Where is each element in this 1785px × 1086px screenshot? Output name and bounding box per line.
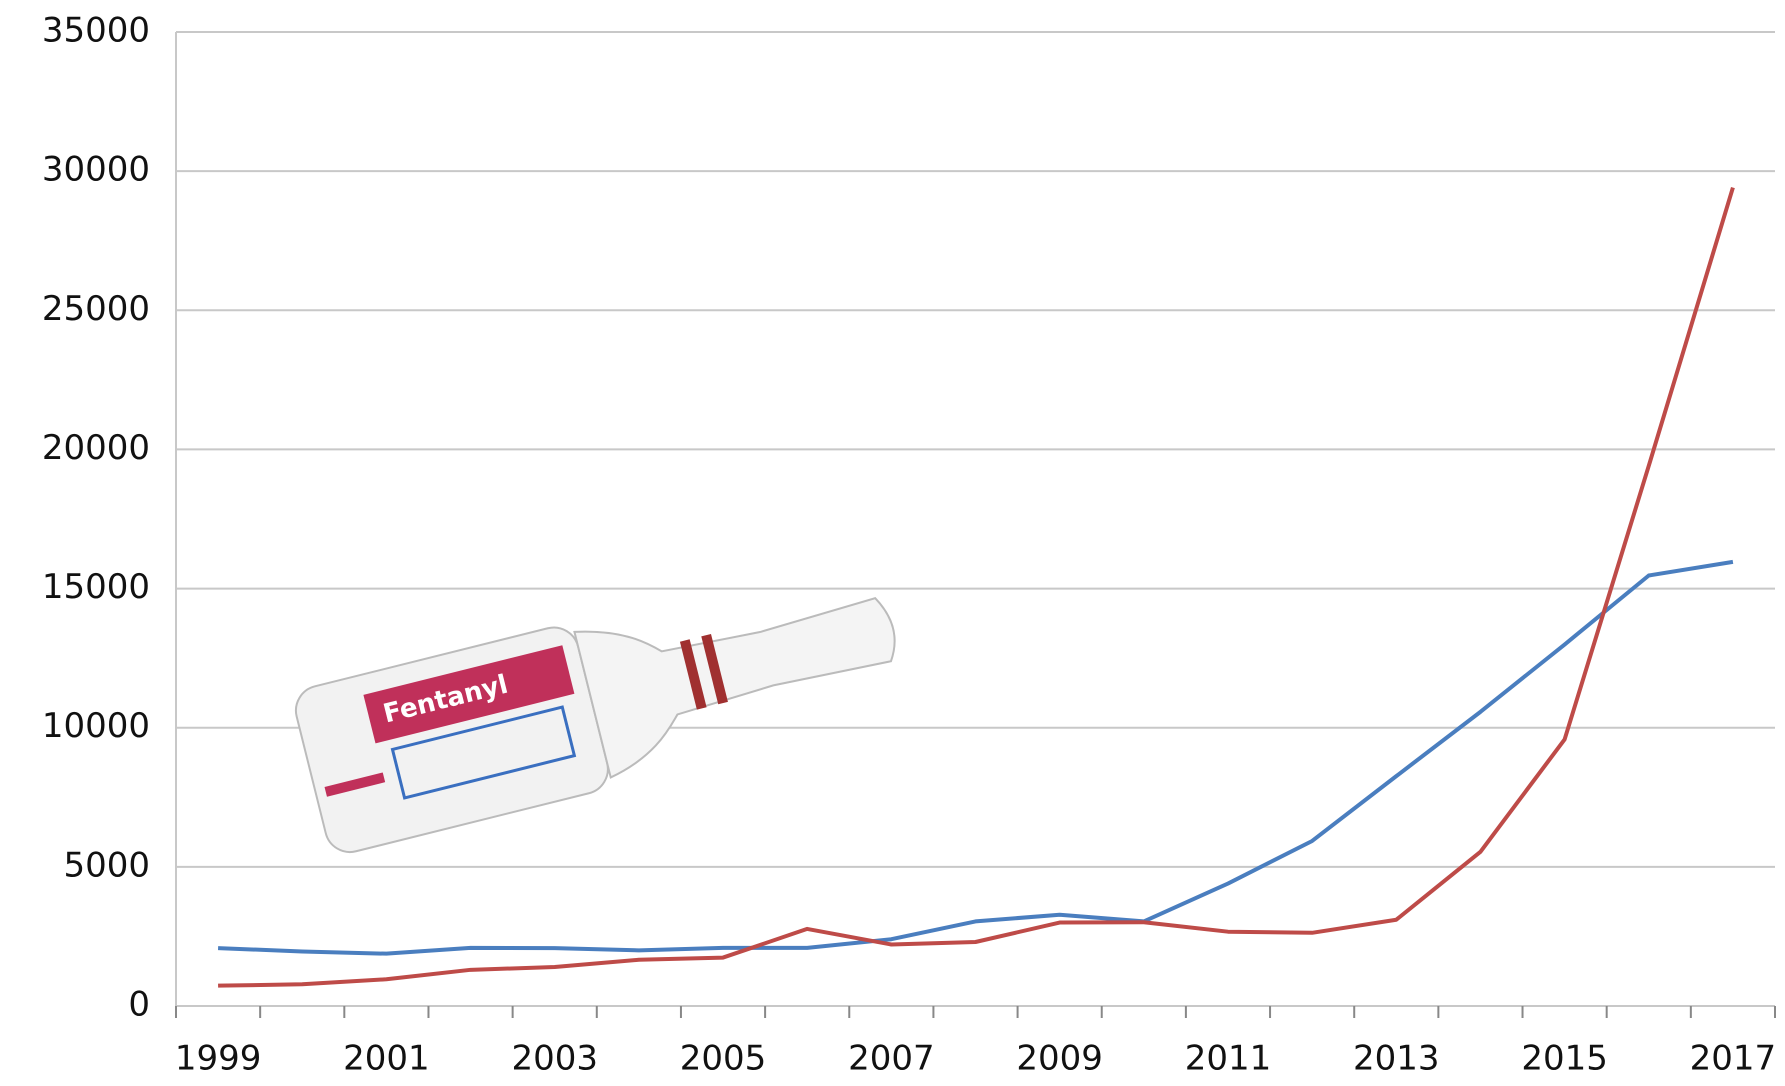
x-tick-label: 2013 — [1353, 1039, 1440, 1079]
vial-illustration: Fentanyl — [294, 597, 896, 854]
x-tick-label: 2009 — [1016, 1039, 1103, 1079]
x-tick-label: 2003 — [511, 1039, 598, 1079]
y-tick-label: 0 — [128, 985, 150, 1025]
x-tick-label: 2015 — [1521, 1039, 1608, 1079]
y-tick-label: 15000 — [42, 567, 150, 607]
x-tick-label: 2011 — [1185, 1039, 1272, 1079]
y-tick-label: 30000 — [42, 150, 150, 190]
y-tick-label: 25000 — [42, 289, 150, 329]
x-tick-label: 2005 — [680, 1039, 767, 1079]
y-tick-label: 20000 — [42, 428, 150, 468]
x-tick-label: 2007 — [848, 1039, 935, 1079]
x-tick-label: 2017 — [1690, 1039, 1777, 1079]
plot: 0 5000 10000 15000 20000 25000 30000 35000 1999 2… — [42, 11, 1776, 1079]
y-tick-label: 10000 — [42, 706, 150, 746]
y-tick-label: 35000 — [42, 11, 150, 51]
x-tick-label: 1999 — [175, 1039, 262, 1079]
y-tick-label: 5000 — [63, 845, 150, 885]
series-line — [218, 186, 1735, 988]
series-line — [217, 559, 1734, 956]
x-tick-label: 2001 — [343, 1039, 430, 1079]
